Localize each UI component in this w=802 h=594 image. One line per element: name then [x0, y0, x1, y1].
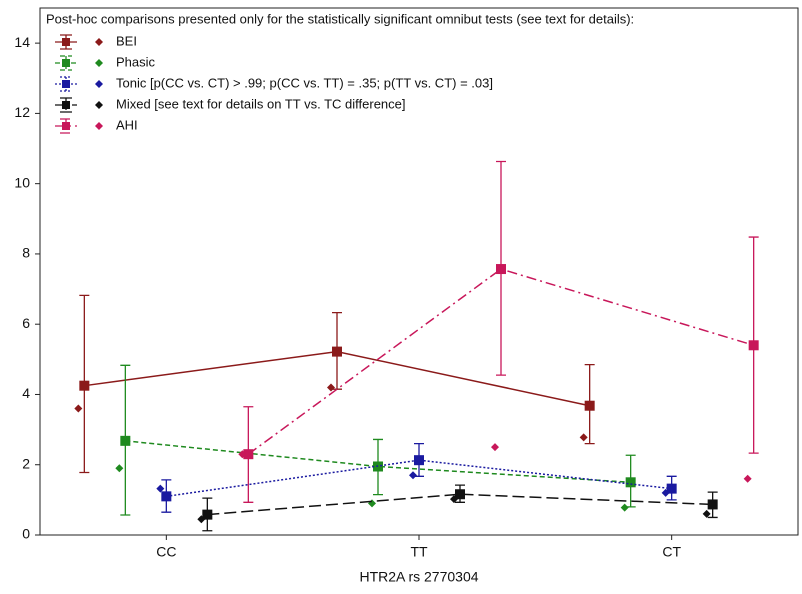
legend-marker: [62, 38, 70, 46]
x-tick-label: CC: [156, 544, 176, 560]
mean-marker: [625, 477, 636, 488]
y-tick-label: 14: [14, 34, 30, 50]
mean-marker: [332, 346, 342, 357]
legend-diamond: [95, 80, 103, 88]
median-marker: [620, 503, 629, 512]
median-marker: [238, 450, 247, 459]
y-tick-label: 4: [22, 385, 30, 401]
median-marker: [409, 471, 417, 480]
legend-marker: [62, 59, 70, 67]
legend-title: Post-hoc comparisons presented only for …: [46, 11, 634, 26]
legend-label: Mixed [see text for details on TT vs. TC…: [116, 96, 406, 111]
median-marker: [156, 484, 165, 493]
series-line: [247, 268, 754, 455]
legend-label: Phasic: [116, 54, 156, 69]
mean-marker: [161, 491, 172, 502]
median-marker: [579, 433, 588, 442]
median-marker: [702, 509, 711, 518]
mean-marker: [748, 340, 759, 351]
y-tick-label: 12: [14, 104, 30, 120]
legend-marker: [62, 80, 70, 88]
legend-errorbar: [55, 76, 77, 92]
median-marker: [491, 443, 499, 452]
mean-marker: [496, 264, 506, 275]
mean-marker: [666, 483, 677, 494]
mean-marker: [79, 380, 90, 391]
legend-label: Tonic [p(CC vs. CT) > .99; p(CC vs. TT) …: [116, 75, 493, 90]
legend-marker: [62, 122, 70, 130]
series-line: [166, 459, 672, 498]
median-marker: [661, 488, 670, 497]
x-tick-label: TT: [410, 544, 428, 560]
y-tick-label: 8: [22, 245, 30, 261]
mean-marker: [414, 455, 424, 466]
y-tick-label: 2: [22, 455, 30, 471]
median-marker: [450, 495, 458, 504]
mean-marker: [455, 489, 465, 500]
legend-marker: [62, 101, 70, 109]
legend-diamond: [95, 38, 103, 46]
median-marker: [368, 499, 376, 508]
legend-diamond: [95, 122, 103, 130]
legend-label: AHI: [116, 117, 138, 132]
median-marker: [327, 383, 335, 392]
mean-marker: [584, 400, 595, 411]
x-axis-label: HTR2A rs 2770304: [359, 569, 478, 585]
y-tick-label: 6: [22, 315, 30, 331]
median-marker: [115, 464, 124, 473]
mean-marker: [120, 435, 131, 446]
x-tick-label: CT: [662, 544, 681, 560]
mean-marker: [707, 499, 718, 510]
y-tick-label: 10: [14, 174, 30, 190]
median-marker: [743, 474, 752, 483]
mean-marker: [243, 449, 254, 460]
legend-diamond: [95, 101, 103, 109]
median-marker: [197, 515, 206, 524]
mean-marker: [202, 509, 213, 520]
series-line: [125, 440, 631, 484]
y-tick-label: 0: [22, 526, 30, 542]
legend-diamond: [95, 59, 103, 67]
median-marker: [74, 404, 83, 413]
legend-label: BEI: [116, 33, 137, 48]
